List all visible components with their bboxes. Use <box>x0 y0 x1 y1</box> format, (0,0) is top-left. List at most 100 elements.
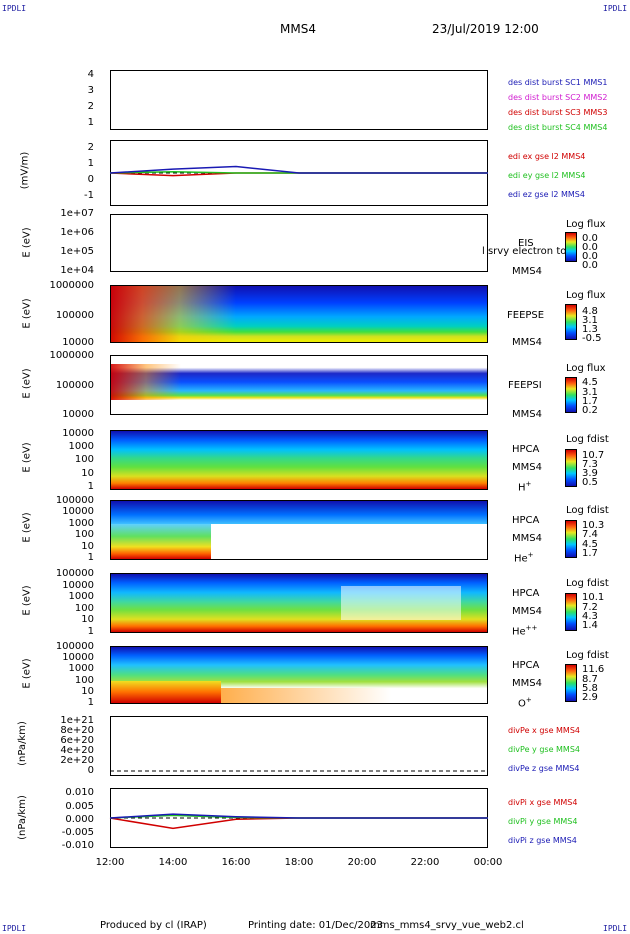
p6-ytick: 1000 <box>68 441 94 452</box>
panel-feepsi <box>110 355 488 415</box>
p9-ytick: 100000 <box>55 641 94 652</box>
p5-cb-tick: 0.2 <box>582 405 598 416</box>
p3-cb-title: Log flux <box>566 219 606 230</box>
p9-cb-title: Log fdist <box>566 650 609 661</box>
p4-cb-tick: -0.5 <box>582 333 602 344</box>
p2-ytick: -1 <box>84 190 94 201</box>
p10-legend-2: divPe y gse MMS4 <box>508 745 580 754</box>
p3-cb-tick: 0.0 <box>582 233 598 244</box>
p8-species: He++ <box>512 624 538 638</box>
p6-ytick: 100 <box>74 454 94 465</box>
p3-cb-tick: 0.0 <box>582 242 598 253</box>
p1-legend-4: des dist burst SC4 MMS4 <box>508 123 608 132</box>
p11-ytick: 0.000 <box>65 814 94 825</box>
p3-cb-tick: 0.0 <box>582 260 598 271</box>
p5-ytick: 10000 <box>62 409 94 420</box>
p8-cb-tick: 1.4 <box>582 620 598 631</box>
p4-cb-title: Log flux <box>566 290 606 301</box>
p10-ytick: 8e+20 <box>60 725 94 736</box>
footer-produced: Produced by cl (IRAP) <box>100 920 207 931</box>
p10-ytick: 2e+20 <box>60 755 94 766</box>
series-edi-ez-gse-l2-mms4 <box>109 165 488 174</box>
p6-species: H+ <box>518 480 532 494</box>
p7-cb-tick: 1.7 <box>582 548 598 559</box>
p6-spacecraft: MMS4 <box>512 462 542 473</box>
p9-ytick: 1000 <box>68 663 94 674</box>
p1-ytick: 2 <box>87 101 94 112</box>
panel-divpe <box>110 716 488 776</box>
p2-ytick: 0 <box>87 174 94 185</box>
p1-legend-2: des dist burst SC2 MMS2 <box>508 93 608 102</box>
p1-ytick: 3 <box>87 85 94 96</box>
p7-species: He+ <box>514 551 534 565</box>
p6-cb-tick: 3.9 <box>582 468 598 479</box>
p11-legend-1: divPi x gse MMS4 <box>508 798 578 807</box>
p8-instrument: HPCA <box>512 588 540 599</box>
footer-printed: Printing date: 01/Dec/2023 <box>248 920 384 931</box>
p4-cb-tick: 3.1 <box>582 315 598 326</box>
p3-ytick: 1e+05 <box>60 246 94 257</box>
p4-ytick: 10000 <box>62 337 94 348</box>
p9-ytick: 1 <box>87 697 94 708</box>
p6-cb-tick: 0.5 <box>582 477 598 488</box>
p8-cb-title: Log fdist <box>566 578 609 589</box>
p8-ytick: 10000 <box>62 580 94 591</box>
p3-ytick: 1e+07 <box>60 208 94 219</box>
p8-ytick: 100 <box>74 603 94 614</box>
p7-cb-tick: 4.5 <box>582 539 598 550</box>
p11-legend-3: divPi z gse MMS4 <box>508 836 577 845</box>
p3-instrument: EIS <box>518 238 534 249</box>
p7-colorbar <box>565 520 577 558</box>
p4-colorbar <box>565 304 577 340</box>
p4-ytick: 1000000 <box>49 280 94 291</box>
p4-cb-tick: 1.3 <box>582 324 598 335</box>
p1-legend-1: des dist burst SC1 MMS1 <box>508 78 608 87</box>
p6-colorbar <box>565 449 577 487</box>
p1-ytick: 4 <box>87 69 94 80</box>
p10-legend-3: divPe z gse MMS4 <box>508 764 580 773</box>
p3-overlay-text: l srvy electron to <box>482 246 567 257</box>
series-divpi-z-gse-mms4 <box>109 813 488 819</box>
p6-ytick: 10000 <box>62 428 94 439</box>
p4-ytick: 100000 <box>55 310 94 321</box>
p8-ytick: 1 <box>87 626 94 637</box>
p2-ytick: 2 <box>87 142 94 153</box>
p4-instrument: FEEPSE <box>507 310 545 321</box>
p9-cb-tick: 8.7 <box>582 674 598 685</box>
p5-ytick: 100000 <box>55 380 94 391</box>
p11-ytick: -0.010 <box>61 840 94 851</box>
x-tick: 12:00 <box>95 857 125 868</box>
p4-spacecraft: MMS4 <box>512 337 542 348</box>
p8-cb-tick: 10.1 <box>582 592 605 603</box>
p9-cb-tick: 5.8 <box>582 683 598 694</box>
p9-colorbar <box>565 664 577 702</box>
p2-legend-2: edi ey gse l2 MMS4 <box>508 171 586 180</box>
p7-ytick: 10 <box>81 541 94 552</box>
panel-hpca-he2 <box>110 573 488 633</box>
p8-ytick: 10 <box>81 614 94 625</box>
p5-cb-title: Log flux <box>566 363 606 374</box>
p10-ytick: 1e+21 <box>60 715 94 726</box>
p6-ytick: 1 <box>87 481 94 492</box>
p9-ytick: 10000 <box>62 652 94 663</box>
p9-cb-tick: 11.6 <box>582 664 605 675</box>
x-tick: 20:00 <box>347 857 377 868</box>
p6-cb-tick: 10.7 <box>582 450 605 461</box>
p3-ytick: 1e+06 <box>60 227 94 238</box>
p10-ytick: 6e+20 <box>60 735 94 746</box>
p5-cb-tick: 3.1 <box>582 387 598 398</box>
p10-legend-1: divPe x gse MMS4 <box>508 726 580 735</box>
p8-ytick: 1000 <box>68 591 94 602</box>
x-tick: 14:00 <box>158 857 188 868</box>
p7-spacecraft: MMS4 <box>512 533 542 544</box>
spacecraft-title: MMS4 <box>280 22 316 36</box>
p7-ytick: 100000 <box>55 495 94 506</box>
p8-cb-tick: 4.3 <box>582 611 598 622</box>
p6-cb-tick: 7.3 <box>582 459 598 470</box>
x-tick: 16:00 <box>221 857 251 868</box>
p7-ytick: 1 <box>87 552 94 563</box>
p5-ytick: 1000000 <box>49 350 94 361</box>
x-tick: 18:00 <box>284 857 314 868</box>
corner-mark-bl: IPDLI <box>2 924 27 933</box>
